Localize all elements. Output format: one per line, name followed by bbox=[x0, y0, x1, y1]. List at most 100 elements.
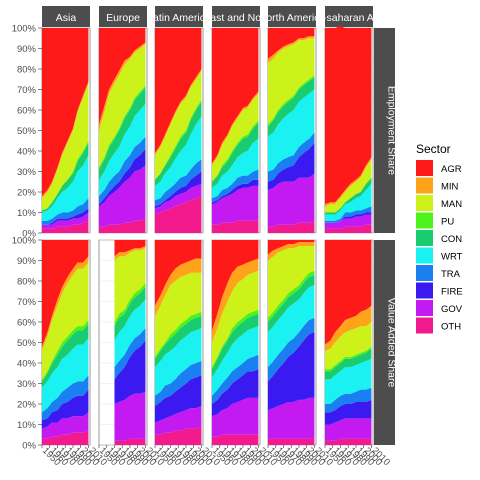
area-tra bbox=[114, 328, 146, 380]
area-min bbox=[42, 256, 89, 351]
area-wrt bbox=[325, 358, 372, 404]
y-tick-label: 0% bbox=[22, 441, 36, 452]
area-gov bbox=[268, 397, 315, 439]
area-wrt bbox=[155, 116, 202, 201]
chart-panels bbox=[41, 25, 374, 446]
strip-label-north-america: North America bbox=[259, 12, 326, 24]
area-min bbox=[114, 246, 146, 261]
area-agr bbox=[325, 240, 372, 345]
legend-swatch-agr bbox=[416, 160, 433, 176]
legend-items: AGR MIN MAN PU CON WRT TRA FIRE GOV OTH bbox=[416, 160, 463, 334]
legend-swatch-fire bbox=[416, 282, 433, 299]
area-agr bbox=[268, 240, 315, 255]
area-min bbox=[155, 258, 202, 316]
x-axis: 1950196019701980199020002010195019601970… bbox=[40, 445, 392, 468]
legend-swatch-wrt bbox=[416, 247, 433, 264]
area-agr bbox=[99, 28, 146, 125]
area-tra bbox=[155, 360, 202, 407]
strip-label-middle-east-and-north-africa: Middle East and North Africa bbox=[169, 12, 302, 24]
area-tra bbox=[268, 317, 315, 382]
y-tick-label: 40% bbox=[17, 147, 37, 158]
area-gov bbox=[42, 412, 89, 439]
area-wrt bbox=[155, 328, 202, 396]
area-fire bbox=[155, 171, 202, 209]
panel-value-added-share-middle-east-and-north-africa bbox=[211, 239, 261, 446]
area-man bbox=[212, 270, 259, 368]
area-wrt bbox=[325, 183, 372, 221]
y-tick-label: 60% bbox=[17, 106, 37, 117]
panel-employment-share-latin-america bbox=[154, 27, 204, 234]
panel-value-added-share-sub-saharan-africa bbox=[324, 239, 374, 446]
area-gov bbox=[212, 185, 259, 225]
area-agr bbox=[212, 240, 259, 331]
y-tick-label: 40% bbox=[17, 359, 37, 370]
legend-title: Sector bbox=[416, 142, 451, 156]
strip-label-value-added-share: Value Added Share bbox=[386, 298, 398, 388]
y-tick-label: 100% bbox=[12, 236, 37, 247]
legend-label-agr: AGR bbox=[441, 164, 462, 175]
y-tick-label: 0% bbox=[22, 229, 36, 240]
area-agr bbox=[155, 240, 202, 306]
panel-employment-share-sub-saharan-africa bbox=[324, 25, 374, 234]
area-con bbox=[114, 287, 146, 341]
strip-north-america bbox=[268, 6, 316, 27]
area-con bbox=[268, 274, 315, 333]
area-man bbox=[99, 44, 146, 168]
legend-swatch-oth bbox=[416, 317, 433, 334]
legend-label-min: MIN bbox=[441, 182, 459, 193]
y-tick-label: 20% bbox=[17, 188, 37, 199]
legend-swatch-con bbox=[416, 230, 433, 246]
area-gov bbox=[155, 183, 202, 215]
area-gov bbox=[212, 397, 259, 437]
area-fire bbox=[99, 148, 146, 207]
area-min bbox=[325, 305, 372, 351]
area-fire bbox=[268, 142, 315, 190]
area-fire bbox=[114, 340, 146, 404]
legend-swatch-tra bbox=[416, 265, 433, 281]
area-man bbox=[155, 272, 202, 357]
area-man bbox=[268, 38, 315, 125]
area-con bbox=[212, 313, 259, 378]
y-tick-label: 80% bbox=[17, 65, 37, 76]
area-tra bbox=[42, 375, 89, 421]
area-agr bbox=[325, 25, 372, 205]
area-pu bbox=[114, 283, 146, 327]
legend-label-oth: OTH bbox=[441, 322, 461, 333]
area-wrt bbox=[42, 155, 89, 221]
area-min bbox=[212, 258, 259, 343]
y-tick-label: 60% bbox=[17, 318, 37, 329]
y-tick-label: 20% bbox=[17, 400, 37, 411]
strip-label-sub-saharan-africa: Sub-saharan Africa bbox=[304, 12, 393, 24]
strip-europe bbox=[99, 6, 147, 27]
area-pu bbox=[42, 319, 89, 382]
area-agr bbox=[212, 28, 259, 164]
area-man bbox=[42, 83, 89, 211]
area-pu bbox=[325, 346, 372, 372]
y-tick-label: 50% bbox=[17, 126, 37, 137]
legend-label-fire: FIRE bbox=[441, 287, 463, 298]
area-tra bbox=[99, 136, 146, 205]
area-pu bbox=[155, 311, 202, 359]
area-man bbox=[42, 262, 89, 380]
area-wrt bbox=[99, 103, 146, 197]
area-oth bbox=[155, 196, 202, 233]
area-oth bbox=[268, 220, 315, 233]
area-man bbox=[325, 322, 372, 370]
area-wrt bbox=[268, 285, 315, 368]
area-oth bbox=[212, 220, 259, 233]
area-gov bbox=[114, 391, 146, 441]
y-tick-label: 90% bbox=[17, 44, 37, 55]
strip-employment-share bbox=[374, 28, 395, 233]
area-man bbox=[155, 71, 202, 180]
area-pu bbox=[268, 75, 315, 127]
legend-swatch-min bbox=[416, 177, 433, 194]
area-wrt bbox=[212, 326, 259, 396]
area-min bbox=[212, 91, 259, 166]
y-tick-label: 70% bbox=[17, 297, 37, 308]
area-gov bbox=[155, 406, 202, 435]
area-wrt bbox=[268, 89, 315, 172]
y-tick-label: 10% bbox=[17, 208, 37, 219]
legend-label-tra: TRA bbox=[441, 269, 461, 280]
